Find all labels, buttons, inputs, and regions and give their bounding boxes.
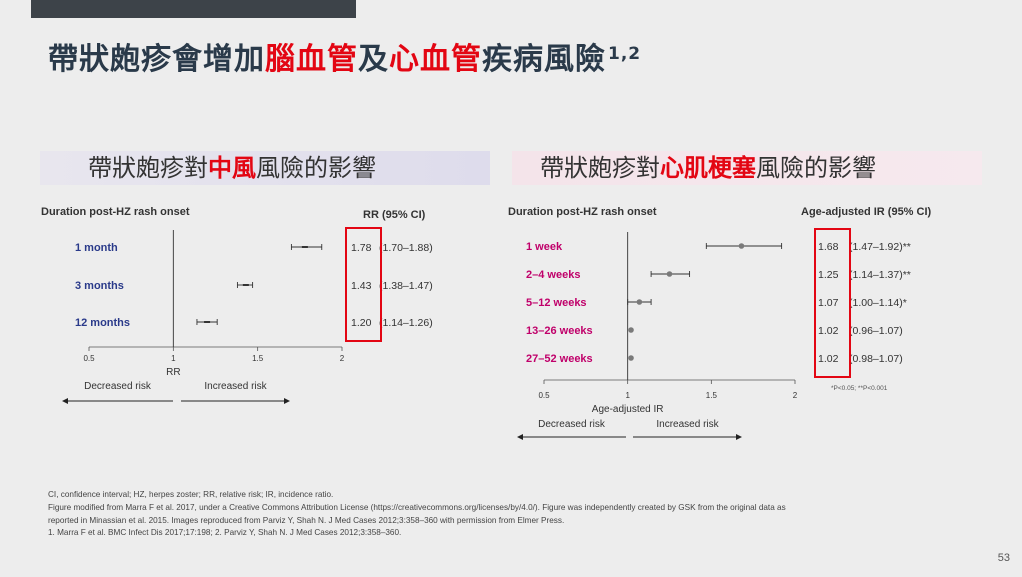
point-estimate: [242, 284, 249, 286]
decreased-risk-arrowhead: [62, 398, 68, 404]
title-part: 帶狀皰疹會增加: [48, 42, 265, 77]
decreased-risk-label: Decreased risk: [538, 419, 606, 430]
row-label: 1 week: [526, 241, 563, 253]
header-text: 風險的影響: [756, 154, 876, 182]
row-label: 12 months: [75, 317, 130, 329]
title-part: 及: [358, 42, 389, 77]
ci-value: (1.47–1.92)**: [849, 241, 911, 253]
x-axis-label: Age-adjusted IR: [592, 404, 664, 415]
row-label: 2–4 weeks: [526, 269, 580, 281]
estimate-value: 1.07: [818, 297, 839, 309]
mi-chart-header: 帶狀皰疹對心肌梗塞風險的影響: [512, 151, 982, 185]
value-header: RR (95% CI): [363, 209, 426, 221]
point-estimate: [666, 271, 673, 277]
x-tick-label: 2: [793, 391, 798, 400]
ci-value: (0.96–1.07): [849, 325, 903, 337]
x-tick-label: 1: [171, 354, 176, 363]
x-axis-label: RR: [166, 367, 180, 378]
ci-value: (1.00–1.14)*: [849, 297, 907, 309]
row-header: Duration post-HZ rash onset: [508, 206, 657, 218]
header-highlight: 心肌梗塞: [660, 154, 756, 182]
significance-note: *P<0.05; **P<0.001: [831, 385, 888, 392]
estimate-value: 1.25: [818, 269, 839, 281]
estimate-value: 1.78: [351, 242, 372, 254]
decreased-risk-label: Decreased risk: [84, 381, 152, 392]
row-header: Duration post-HZ rash onset: [41, 206, 190, 218]
footnotes: CI, confidence interval; HZ, herpes zost…: [48, 489, 786, 540]
footnote-line: reported in Minassian et al. 2015. Image…: [48, 515, 565, 525]
row-label: 3 months: [75, 280, 124, 292]
point-estimate: [628, 355, 634, 361]
page-title: 帶狀皰疹會增加腦血管及心血管疾病風險 1,2: [48, 34, 641, 78]
footnote-line: Figure modified from Marra F et al. 2017…: [48, 502, 786, 512]
increased-risk-label: Increased risk: [204, 381, 267, 392]
x-tick-label: 0.5: [538, 391, 550, 400]
top-accent-bar: [31, 0, 356, 18]
ci-value: (1.14–1.26): [379, 317, 433, 329]
x-tick-label: 2: [340, 354, 345, 363]
footnote-line: 1. Marra F et al. BMC Infect Dis 2017;17…: [48, 528, 402, 538]
decreased-risk-arrowhead: [517, 434, 523, 440]
header-text: 帶狀皰疹對: [540, 154, 660, 182]
increased-risk-arrowhead: [284, 398, 290, 404]
x-tick-label: 1: [625, 391, 630, 400]
point-estimate: [204, 321, 211, 323]
title-superscript: 1,2: [608, 44, 642, 64]
estimate-value: 1.02: [818, 353, 839, 365]
increased-risk-arrowhead: [736, 434, 742, 440]
point-estimate: [636, 299, 643, 305]
increased-risk-label: Increased risk: [656, 419, 719, 430]
ir-highlight-box: [814, 228, 851, 378]
x-tick-label: 0.5: [83, 354, 95, 363]
estimate-value: 1.02: [818, 325, 839, 337]
estimate-value: 1.43: [351, 280, 372, 292]
ci-value: (1.70–1.88): [379, 242, 433, 254]
title-part: 疾病風險: [482, 42, 606, 77]
footnote-line: CI, confidence interval; HZ, herpes zost…: [48, 490, 334, 499]
page-number: 53: [997, 552, 1010, 564]
point-estimate: [628, 327, 634, 333]
row-label: 13–26 weeks: [526, 325, 593, 337]
header-highlight: 中風: [208, 154, 256, 182]
ci-value: (1.38–1.47): [379, 280, 433, 292]
row-label: 5–12 weeks: [526, 297, 587, 309]
stroke-chart-header: 帶狀皰疹對中風風險的影響: [40, 151, 490, 185]
title-part: 腦血管: [265, 42, 358, 77]
header-text: 帶狀皰疹對: [88, 154, 208, 182]
rr-highlight-box: [345, 227, 382, 342]
point-estimate: [301, 246, 308, 248]
value-header: Age-adjusted IR (95% CI): [801, 206, 932, 218]
x-tick-label: 1.5: [252, 354, 264, 363]
point-estimate: [738, 243, 745, 249]
ci-value: (1.14–1.37)**: [849, 269, 911, 281]
estimate-value: 1.68: [818, 241, 839, 253]
row-label: 27–52 weeks: [526, 353, 593, 365]
x-tick-label: 1.5: [706, 391, 718, 400]
header-text: 風險的影響: [256, 154, 376, 182]
row-label: 1 month: [75, 242, 118, 254]
ci-value: (0.98–1.07): [849, 353, 903, 365]
title-part: 心血管: [389, 42, 482, 77]
estimate-value: 1.20: [351, 317, 372, 329]
